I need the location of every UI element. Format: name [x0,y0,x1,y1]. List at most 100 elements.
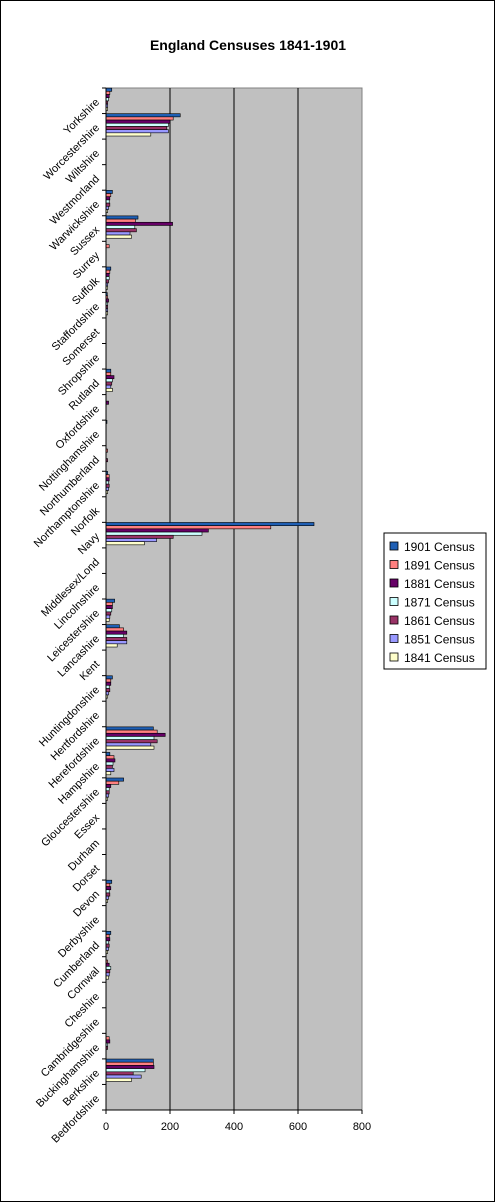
bar-rutland-1851-census [105,384,112,389]
bar-berkshire-1851-census [105,1074,142,1079]
bar-sussex-1881-census [105,221,173,226]
bar-worcestershire-1871-census [105,122,169,127]
bar-gloucestershire-1891-census [105,780,120,785]
bar-worcestershire-1851-census [105,129,169,134]
bar-rutland-1881-census [105,375,115,380]
bar-hampshire-1881-census [105,758,116,763]
bar-herefordshire-1881-census [105,732,166,737]
bar-leicestershire-1871-census [105,608,113,613]
bar-huntingdonshire-1901-census [105,675,113,680]
bar-hampshire-1851-census [105,768,115,772]
bar-hampshire-1891-census [105,755,115,760]
bar-gloucestershire-1901-census [105,777,124,782]
bar-sussex-1891-census [105,218,136,223]
bar-lancashire-1871-census [105,633,124,638]
bar-berkshire-1841-census [105,1077,132,1082]
bar-berkshire-1891-census [105,1061,154,1066]
bar-herefordshire-1901-census [105,726,154,731]
bar-cumberland-1881-census [105,937,111,942]
bar-hampshire-1871-census [105,761,114,766]
x-tick-label-200: 200 [161,1121,179,1133]
legend-swatch-1841-census [389,652,399,662]
bar-herefordshire-1861-census [105,739,158,744]
legend-swatch-1851-census [389,634,399,643]
legend-label-1881-census: 1881 Census [404,577,475,591]
bar-rutland-1901-census [105,368,112,373]
legend-label-1901-census: 1901 Census [404,540,475,554]
bar-rutland-1891-census [105,372,112,376]
bar-sussex-1871-census [105,225,136,229]
bar-devon-1901-census [105,879,113,884]
bar-herefordshire-1841-census [105,745,155,750]
bar-cumberland-1901-census [105,930,112,935]
bar-devon-1861-census [105,892,111,897]
bar-leicestershire-1901-census [105,598,115,603]
bar-huntingdonshire-1891-census [105,678,112,683]
x-tick-label-0: 0 [103,1121,109,1133]
bar-buckinghamshire-1881-census [105,1039,111,1044]
bar-sussex-1841-census [105,234,132,239]
y-tick-label-suffolk: Suffolk [70,275,102,307]
bar-worcestershire-1901-census [105,113,181,118]
bar-lancashire-1851-census [105,640,128,645]
legend-swatch-1861-census [389,615,399,625]
bar-lancashire-1881-census [105,630,128,635]
bar-worcestershire-1861-census [105,126,168,130]
bar-lancashire-1841-census [105,643,118,648]
legend-swatch-1901-census [389,541,399,551]
bar-sussex-1861-census [105,228,137,233]
bar-lancashire-1901-census [105,624,120,629]
bar-leicestershire-1881-census [105,605,113,610]
bar-rutland-1871-census [105,378,113,383]
bar-navy-1851-census [105,538,157,542]
bar-cornwal-1861-census [105,969,111,974]
bar-berkshire-1881-census [105,1065,155,1069]
bar-suffolk-1901-census [105,266,112,271]
bar-devon-1881-census [105,886,112,891]
bar-warwickshire-1901-census [105,190,113,194]
bar-warwickshire-1891-census [105,193,112,198]
bar-herefordshire-1851-census [105,742,152,747]
bar-navy-1881-census [105,528,209,533]
bar-huntingdonshire-1861-census [105,688,111,693]
bar-navy-1841-census [105,541,145,546]
bar-warwickshire-1861-census [105,202,111,207]
bar-lancashire-1891-census [105,627,124,632]
bar-berkshire-1871-census [105,1068,146,1073]
bar-warwickshire-1881-census [105,196,111,201]
bar-gloucestershire-1881-census [105,784,112,788]
bar-yorkshire-1901-census [105,87,113,92]
bar-navy-1891-census [105,525,272,530]
legend-box [383,532,487,670]
bar-devon-1891-census [105,883,111,887]
bar-leicestershire-1891-census [105,602,113,606]
bar-sussex-1851-census [105,231,131,236]
bar-huntingdonshire-1881-census [105,681,112,686]
legend-label-1841-census: 1841 Census [404,651,475,665]
bar-hampshire-1841-census [105,771,112,776]
bar-leicestershire-1851-census [105,614,111,619]
bar-rutland-1861-census [105,381,113,386]
legend-swatch-1871-census [389,597,399,606]
bar-sussex-1901-census [105,215,139,220]
bar-worcestershire-1881-census [105,119,171,124]
bar-navy-1871-census [105,531,203,536]
bar-hampshire-1901-census [105,752,111,756]
bar-herefordshire-1891-census [105,729,158,734]
legend-label-1851-census: 1851 Census [404,633,475,647]
bar-berkshire-1861-census [105,1071,134,1076]
bar-worcestershire-1891-census [105,116,174,121]
bar-hampshire-1861-census [105,764,113,769]
x-tick-label-600: 600 [289,1121,307,1133]
bar-leicestershire-1861-census [105,611,112,616]
legend-label-1861-census: 1861 Census [404,614,475,628]
legend-swatch-1881-census [389,578,399,588]
legend-label-1891-census: 1891 Census [404,559,475,573]
bar-rutland-1841-census [105,388,113,392]
legend-label-1871-census: 1871 Census [404,596,475,610]
legend-swatch-1891-census [389,560,399,569]
bar-suffolk-1891-census [105,269,111,274]
bar-berkshire-1901-census [105,1058,154,1063]
bar-cornwal-1871-census [105,966,112,970]
